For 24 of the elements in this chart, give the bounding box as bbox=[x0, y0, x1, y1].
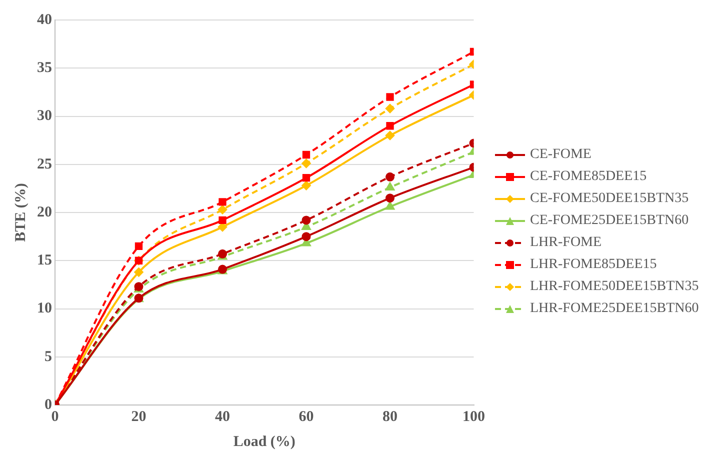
y-tick-label: 15 bbox=[37, 252, 52, 268]
y-tick-label: 30 bbox=[37, 108, 52, 124]
y-axis-title: BTE (%) bbox=[12, 183, 29, 242]
legend-label: LHR-FOME85DEE15 bbox=[530, 256, 657, 272]
legend-label: LHR-FOME50DEE15BTN35 bbox=[530, 278, 699, 294]
y-tick-label: 10 bbox=[37, 300, 52, 317]
x-tick-label: 100 bbox=[462, 408, 485, 425]
legend-label: CE-FOME50DEE15BTN35 bbox=[530, 190, 689, 206]
y-tick-label: 5 bbox=[44, 348, 52, 365]
y-tick-label: 40 bbox=[37, 12, 52, 28]
legend-label: CE-FOME bbox=[530, 146, 592, 162]
y-tick-label: 35 bbox=[37, 60, 52, 76]
legend-label: CE-FOME25DEE15BTN60 bbox=[530, 212, 689, 228]
y-tick-label: 0 bbox=[44, 396, 52, 413]
x-tick-label: 60 bbox=[298, 408, 314, 425]
legend-label: CE-FOME85DEE15 bbox=[530, 168, 647, 184]
x-tick-label: 40 bbox=[215, 408, 230, 425]
x-tick-label: 80 bbox=[382, 408, 398, 425]
legend-label: LHR-FOME bbox=[530, 234, 602, 250]
y-tick-label: 20 bbox=[37, 204, 52, 220]
x-tick-label: 20 bbox=[131, 408, 146, 425]
y-tick-label: 25 bbox=[37, 156, 52, 172]
x-axis-title: Load (%) bbox=[233, 434, 296, 450]
legend-label: LHR-FOME25DEE15BTN60 bbox=[530, 300, 699, 316]
